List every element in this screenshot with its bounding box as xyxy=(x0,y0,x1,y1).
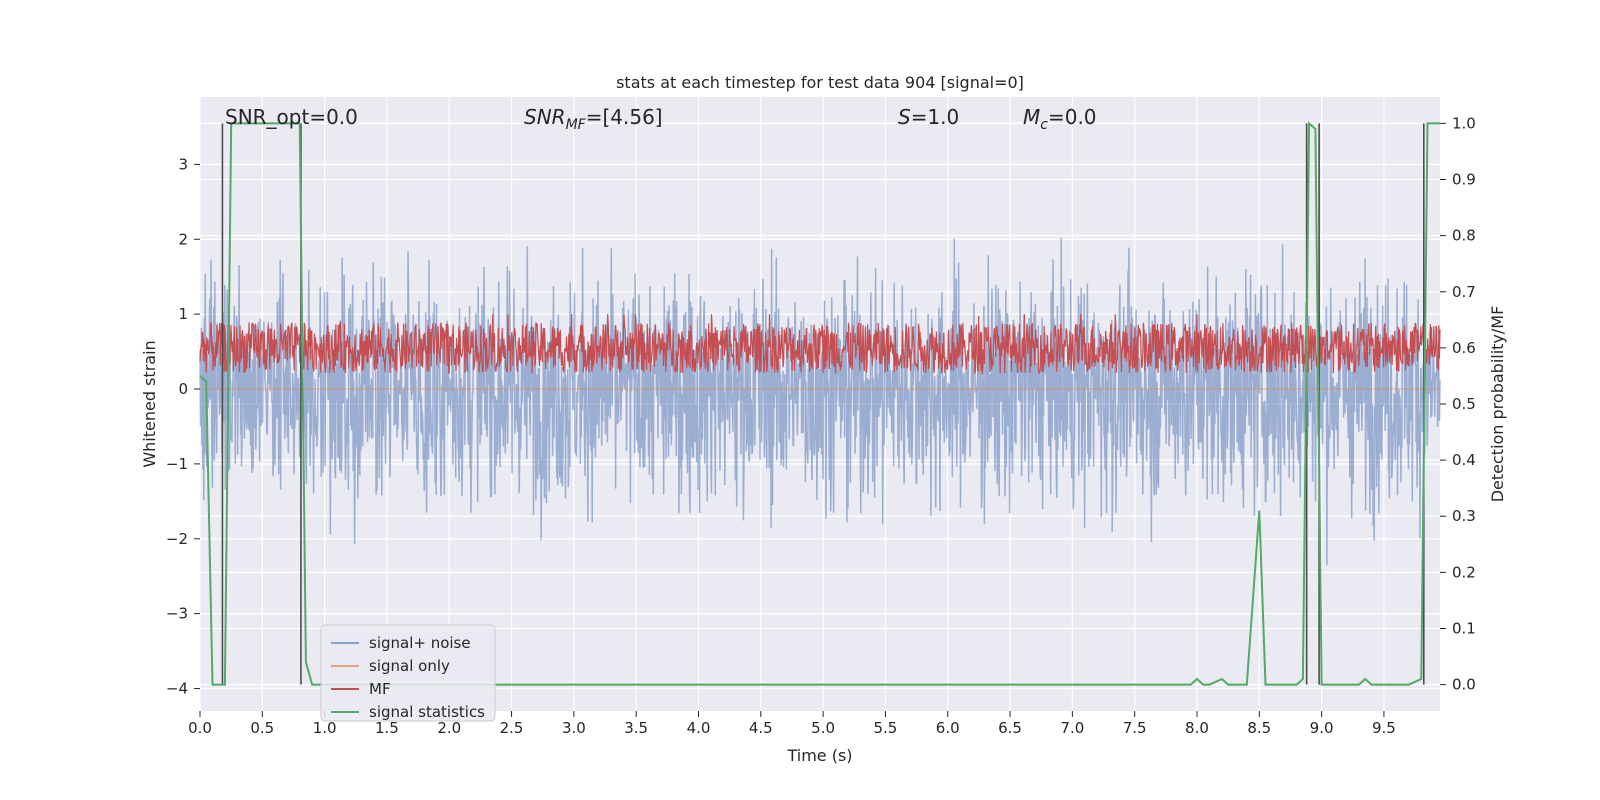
x-tick-label: 7.0 xyxy=(1060,719,1084,737)
chart-title: stats at each timestep for test data 904… xyxy=(616,73,1024,92)
snr-opt-annotation: SNR_opt=0.0 xyxy=(225,105,358,129)
legend: signal+ noise signal only MF signal statist… xyxy=(320,624,496,722)
legend-label: signal+ noise xyxy=(369,634,471,652)
x-tick-label: 9.5 xyxy=(1372,719,1396,737)
legend-label: MF xyxy=(369,680,391,698)
y-tick-label-right: 0.0 xyxy=(1452,676,1476,694)
legend-label: signal statistics xyxy=(369,703,485,721)
x-tick-label: 1.0 xyxy=(313,719,337,737)
y-tick-label-right: 0.7 xyxy=(1452,283,1476,301)
axis-ticks: 0.0 0.5 1.0 1.5 2.0 2.5 3.0 3.5 4.0 4.5 5.0 5.5 6.0 6… xyxy=(166,114,1476,737)
x-tick-label: 4.5 xyxy=(749,719,773,737)
y-tick-label-right: 0.6 xyxy=(1452,339,1476,357)
y-tick-label-right: 0.4 xyxy=(1452,451,1476,469)
x-axis-label: Time (s) xyxy=(786,746,852,765)
y-tick-label-right: 1.0 xyxy=(1452,114,1476,132)
s-annotation: S=1.0 xyxy=(898,105,959,129)
x-tick-label: 3.5 xyxy=(624,719,648,737)
x-tick-label: 0.5 xyxy=(250,719,274,737)
y-tick-label-left: −4 xyxy=(166,680,188,698)
x-tick-label: 8.5 xyxy=(1247,719,1271,737)
x-tick-label: 5.0 xyxy=(811,719,835,737)
y-tick-label-left: −3 xyxy=(166,605,188,623)
mf-series xyxy=(199,314,1441,375)
y-tick-label-left: 3 xyxy=(178,155,188,173)
y-tick-label-right: 0.5 xyxy=(1452,395,1476,413)
y-tick-label-right: 0.9 xyxy=(1452,171,1476,189)
mf-line xyxy=(199,314,1441,375)
x-tick-label: 2.5 xyxy=(500,719,524,737)
y-tick-label-left: −2 xyxy=(166,530,188,548)
y-tick-label-left: 0 xyxy=(178,380,188,398)
y-tick-label-right: 0.3 xyxy=(1452,507,1476,525)
y-tick-label-right: 0.8 xyxy=(1452,227,1476,245)
x-tick-label: 2.0 xyxy=(437,719,461,737)
legend-label: signal only xyxy=(369,657,450,675)
y-axis-label-left: Whitened strain xyxy=(140,340,159,467)
y-tick-label-right: 0.2 xyxy=(1452,563,1476,581)
x-tick-label: 0.0 xyxy=(188,719,212,737)
y-tick-label-left: −1 xyxy=(166,455,188,473)
y-tick-label-left: 2 xyxy=(178,230,188,248)
x-tick-label: 4.0 xyxy=(687,719,711,737)
legend-box xyxy=(320,624,496,722)
x-tick-label: 5.5 xyxy=(873,719,897,737)
x-tick-label: 6.5 xyxy=(998,719,1022,737)
y-tick-label-right: 0.1 xyxy=(1452,619,1476,637)
mc-annotation: Mc=0.0 xyxy=(1023,105,1097,133)
y-tick-label-left: 1 xyxy=(178,305,188,323)
x-tick-label: 9.0 xyxy=(1310,719,1334,737)
signal-statistics-line xyxy=(199,121,1440,686)
y-axis-label-right: Detection probability/MF xyxy=(1488,306,1507,503)
x-tick-label: 7.5 xyxy=(1123,719,1147,737)
signal-statistics-series xyxy=(199,121,1440,686)
snr-mf-annotation: SNRMF=[4.56] xyxy=(524,105,663,133)
x-tick-label: 1.5 xyxy=(375,719,399,737)
x-tick-label: 6.0 xyxy=(936,719,960,737)
x-tick-label: 3.0 xyxy=(562,719,586,737)
x-tick-label: 8.0 xyxy=(1185,719,1209,737)
